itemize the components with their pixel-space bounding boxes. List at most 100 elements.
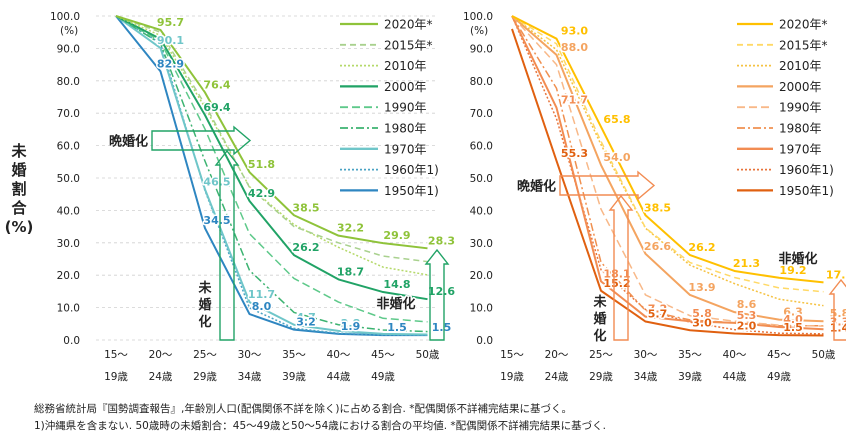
y-tick-label: 70.0 (57, 108, 80, 120)
series-line (115, 15, 428, 333)
unmarried-label-char: 未 (592, 294, 607, 310)
series-line (115, 15, 428, 250)
data-label: 7.2 (648, 303, 668, 316)
x-tick-label: 30～ (634, 349, 658, 361)
series-line (115, 15, 428, 276)
late-marriage-arrow (151, 125, 252, 156)
data-label: 34.5 (203, 214, 230, 227)
legend-label: 2010年 (384, 59, 427, 73)
series-line (115, 15, 428, 323)
data-label: 76.4 (203, 78, 230, 91)
y-tick-label: 100.0 (50, 11, 80, 23)
legend-label: 2000年 (779, 80, 822, 94)
series-line (511, 15, 824, 293)
legend-label: 1960年1) (779, 163, 834, 177)
series-line (511, 15, 824, 331)
unmarried-label-char: 婚 (198, 297, 211, 313)
footnote-source: 総務省統計局『国勢調査報告』,年齢別人口(配偶関係不詳を除く)に占める割合. *… (34, 403, 572, 415)
data-label: 26.2 (292, 241, 319, 254)
x-tick-label: 40～ (723, 349, 747, 361)
data-label: 38.5 (292, 201, 319, 214)
series-line (511, 15, 824, 327)
legend-label: 1980年 (779, 122, 822, 136)
data-label: 5.8 (692, 307, 712, 320)
data-label: 8.0 (252, 300, 272, 313)
x-tick-label: 15～ (500, 349, 524, 361)
legend-label: 2015年* (779, 38, 828, 52)
data-label: 8.6 (737, 298, 757, 311)
y-tick-unit: (%) (60, 25, 78, 37)
data-label: 15.2 (603, 277, 630, 290)
data-label: 88.0 (561, 41, 588, 54)
data-label: 3.2 (296, 316, 316, 329)
legend-label: 1990年 (779, 101, 822, 115)
legend-label: 2015年* (384, 38, 433, 52)
series-line (115, 15, 428, 263)
x-tick-sublabel: 39歳 (282, 371, 306, 383)
data-label: 42.9 (248, 187, 275, 200)
data-label: 1.7 (432, 320, 452, 333)
x-tick-label: 25～ (193, 349, 217, 361)
data-label: 13.9 (688, 281, 715, 294)
never-married-label: 非婚化 (376, 296, 415, 312)
legend-label: 2020年* (779, 18, 828, 32)
y-tick-label: 60.0 (470, 141, 493, 153)
data-label: 51.8 (248, 158, 275, 171)
legend-label: 2020年* (384, 18, 433, 32)
data-label: 18.1 (603, 267, 630, 280)
y-axis-title-char: 合 (11, 199, 27, 217)
x-tick-sublabel: 24歳 (149, 371, 173, 383)
y-tick-label: 30.0 (57, 238, 80, 250)
data-label: 5.7 (648, 308, 668, 321)
data-label: 2.0 (737, 320, 757, 333)
series-line (115, 15, 428, 301)
data-label: 17.8 (826, 268, 846, 281)
x-tick-sublabel: 29歳 (193, 371, 217, 383)
series-line (511, 15, 824, 307)
data-label: 4.7 (296, 311, 316, 324)
series-line (511, 15, 824, 327)
y-axis-title-char: 婚 (11, 161, 27, 179)
never-married-arrow (828, 278, 846, 341)
x-tick-sublabel: 49歳 (767, 371, 791, 383)
y-tick-label: 0.0 (63, 335, 80, 347)
y-tick-label: 10.0 (470, 303, 493, 315)
data-label: 1.5 (387, 321, 407, 334)
data-label: 38.5 (644, 201, 671, 214)
y-tick-label: 40.0 (57, 205, 80, 217)
x-tick-sublabel: 44歳 (327, 371, 351, 383)
data-label: 5.3 (737, 309, 757, 322)
unmarried-arrow (214, 149, 240, 341)
legend-label: 1970年 (779, 142, 822, 156)
x-tick-label: 45～ (371, 349, 395, 361)
x-tick-label: 35～ (282, 349, 306, 361)
data-label: 93.0 (561, 25, 588, 38)
legend-label: 1960年1) (384, 163, 439, 177)
x-tick-sublabel: 29歳 (589, 371, 613, 383)
data-label: 55.3 (561, 147, 588, 160)
y-axis-title-unit: (%) (4, 218, 34, 236)
x-tick-label: 20～ (149, 349, 173, 361)
data-label: 6.3 (783, 306, 803, 319)
data-label: 46.5 (203, 175, 230, 188)
x-tick-sublabel: 24歳 (545, 371, 569, 383)
data-label: 2.8 (341, 317, 361, 330)
y-tick-label: 10.0 (57, 303, 80, 315)
data-label: 95.7 (157, 16, 184, 29)
x-tick-label: 35～ (678, 349, 702, 361)
x-tick-label: 50歳 (812, 349, 836, 361)
y-tick-label: 50.0 (57, 173, 80, 185)
series-line (511, 15, 824, 323)
x-tick-sublabel: 34歳 (634, 371, 658, 383)
late-marriage-label: 晩婚化 (517, 179, 556, 195)
data-label: 82.9 (157, 57, 184, 70)
legend-label: 2010年 (779, 59, 822, 73)
data-label: 11.7 (248, 288, 275, 301)
data-label: 3.0 (692, 316, 712, 329)
unmarried-arrow (608, 194, 634, 341)
y-tick-label: 90.0 (57, 43, 80, 55)
legend-label: 2000年 (384, 80, 427, 94)
y-tick-label: 60.0 (57, 141, 80, 153)
data-label: 21.3 (733, 257, 760, 270)
y-tick-label: 80.0 (470, 76, 493, 88)
